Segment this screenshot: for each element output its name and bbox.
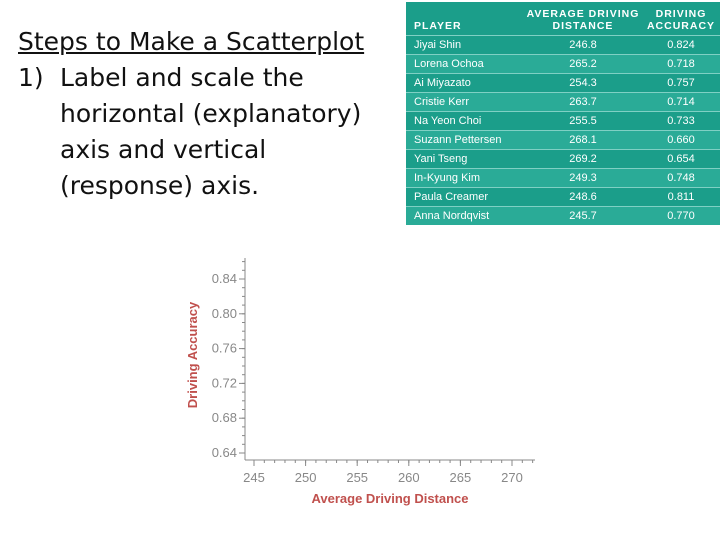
table-body: Jiyai Shin 246.8 0.824 Lorena Ochoa 265.2 0.7… [406,35,720,225]
scatterplot-axes: 0.84 0.80 0.76 0.72 0.68 0.64 245 250 255 260 265 2… [185,258,535,506]
accuracy-cell: 0.714 [667,96,695,108]
accuracy-cell: 0.811 [667,191,695,203]
player-cell: Na Yeon Choi [414,115,482,127]
x-tick-label: 245 [243,470,265,485]
y-tick-label: 0.68 [212,410,237,425]
steps-text: Steps to Make a Scatterplot 1) Label and… [18,24,398,204]
table-row: In-Kyung Kim 249.3 0.748 [406,168,720,187]
y-tick-label: 0.72 [212,375,237,390]
x-tick-label: 250 [295,470,317,485]
player-cell: Lorena Ochoa [414,58,484,70]
distance-cell: 246.8 [569,39,597,51]
header-player: PLAYER [414,20,462,32]
accuracy-cell: 0.757 [667,77,695,89]
table-row: Lorena Ochoa 265.2 0.718 [406,54,720,73]
y-tick-label: 0.84 [212,271,237,286]
table-row: Yani Tseng 269.2 0.654 [406,149,720,168]
steps-heading: Steps to Make a Scatterplot [18,27,365,56]
step-text: Label and scale the horizontal (explanat… [60,63,362,200]
player-cell: Anna Nordqvist [414,210,490,222]
player-cell: Ai Miyazato [414,77,471,89]
x-tick-label: 255 [346,470,368,485]
distance-cell: 248.6 [569,191,597,203]
player-cell: Yani Tseng [414,153,468,165]
y-tick-label: 0.80 [212,306,237,321]
x-axis-label: Average Driving Distance [311,491,468,506]
accuracy-cell: 0.824 [667,39,695,51]
distance-cell: 265.2 [569,58,597,70]
step-number: 1) [18,63,44,92]
player-cell: Paula Creamer [414,191,488,203]
header-distance: AVERAGE DRIVING DISTANCE [526,8,640,32]
distance-cell: 249.3 [569,172,597,184]
table-row: Ai Miyazato 254.3 0.757 [406,73,720,92]
accuracy-cell: 0.748 [667,172,695,184]
y-tick-label: 0.76 [212,341,237,356]
accuracy-cell: 0.733 [667,115,695,127]
accuracy-cell: 0.770 [667,210,695,222]
step-item-1: 1) Label and scale the horizontal (expla… [18,60,398,204]
y-tick-label: 0.64 [212,445,237,460]
table-row: Suzann Pettersen 268.1 0.660 [406,130,720,149]
golf-data-table: PLAYER AVERAGE DRIVING DISTANCE DRIVING … [406,2,720,225]
x-tick-label: 265 [450,470,472,485]
table-row: Na Yeon Choi 255.5 0.733 [406,111,720,130]
table-row: Anna Nordqvist 245.7 0.770 [406,206,720,225]
table-row: Paula Creamer 248.6 0.811 [406,187,720,206]
table-header: PLAYER AVERAGE DRIVING DISTANCE DRIVING … [406,2,720,35]
accuracy-cell: 0.660 [667,134,695,146]
header-accuracy: DRIVING ACCURACY [646,8,716,32]
accuracy-cell: 0.654 [667,153,695,165]
distance-cell: 254.3 [569,77,597,89]
distance-cell: 245.7 [569,210,597,222]
player-cell: In-Kyung Kim [414,172,481,184]
table-row: Cristie Kerr 263.7 0.714 [406,92,720,111]
distance-cell: 268.1 [569,134,597,146]
table-row: Jiyai Shin 246.8 0.824 [406,35,720,54]
distance-cell: 269.2 [569,153,597,165]
x-tick-label: 270 [501,470,523,485]
distance-cell: 255.5 [569,115,597,127]
y-axis-label: Driving Accuracy [185,301,200,408]
player-cell: Cristie Kerr [414,96,470,108]
accuracy-cell: 0.718 [667,58,695,70]
player-cell: Suzann Pettersen [414,134,502,146]
player-cell: Jiyai Shin [414,39,462,51]
x-tick-label: 260 [398,470,420,485]
distance-cell: 263.7 [569,96,597,108]
